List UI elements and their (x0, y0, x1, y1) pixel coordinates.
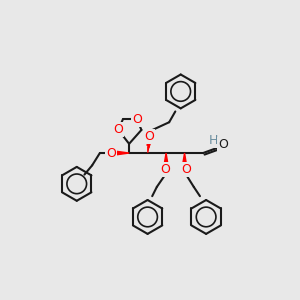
Text: O: O (106, 146, 116, 160)
Text: O: O (113, 123, 123, 136)
Text: O: O (132, 113, 142, 126)
Text: O: O (218, 138, 228, 151)
Text: O: O (160, 164, 170, 176)
Polygon shape (164, 153, 168, 162)
Polygon shape (115, 151, 129, 155)
Polygon shape (183, 153, 186, 162)
Text: O: O (144, 130, 154, 142)
Text: H: H (209, 134, 218, 147)
Text: O: O (181, 164, 191, 176)
